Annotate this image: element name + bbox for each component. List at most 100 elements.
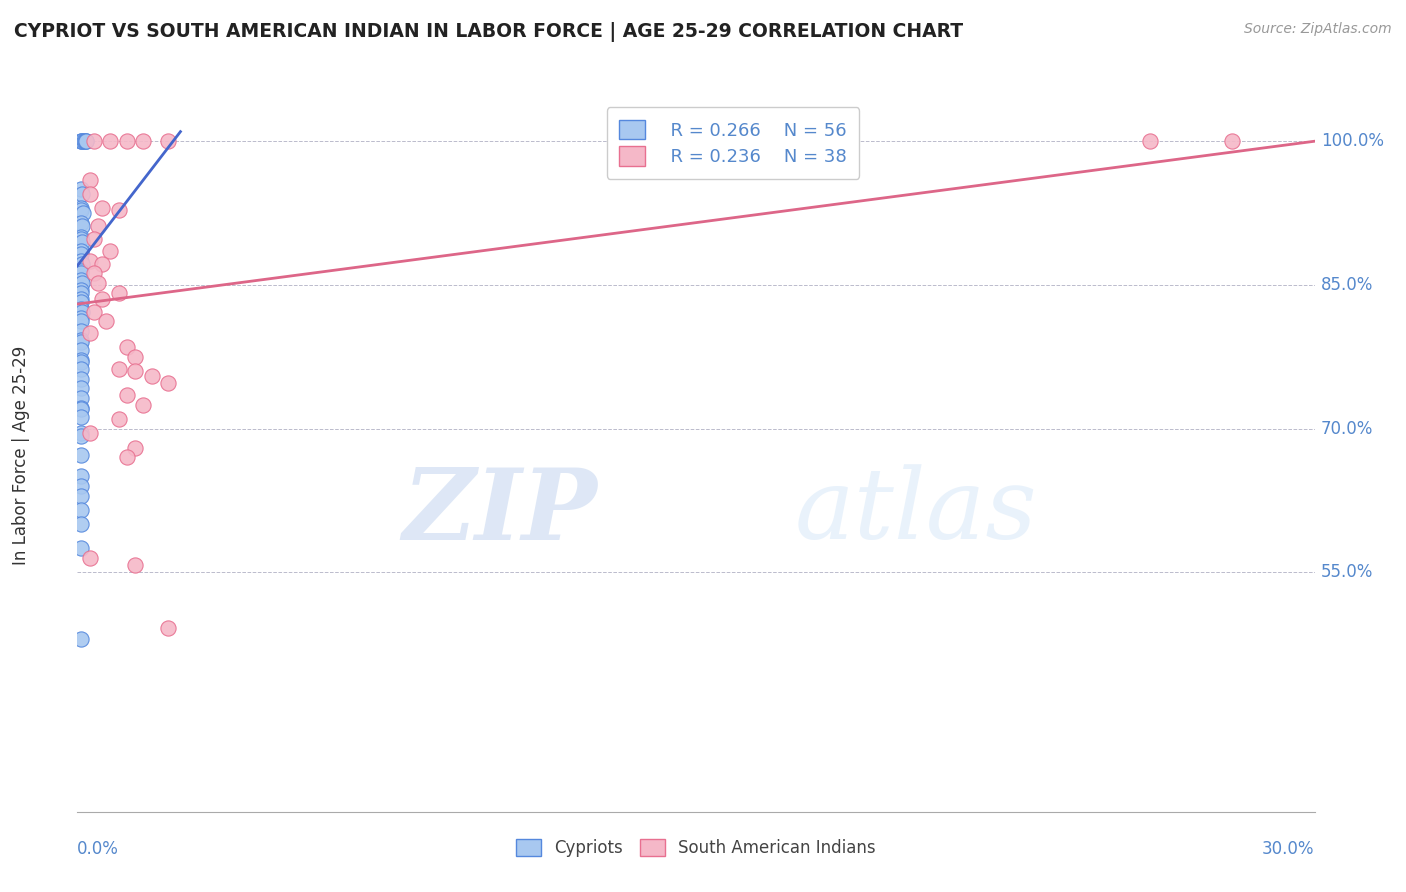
Point <box>70 314 93 328</box>
Point <box>70 402 93 417</box>
Point <box>87 276 110 290</box>
Point <box>72 134 94 148</box>
Point <box>70 429 93 443</box>
Point <box>70 324 93 338</box>
Point <box>157 376 180 390</box>
Point <box>70 257 93 271</box>
Point <box>124 350 146 364</box>
Point <box>69 503 91 517</box>
Point <box>72 304 94 318</box>
Point <box>75 134 97 148</box>
Point <box>69 632 91 647</box>
Point <box>70 216 93 230</box>
Point <box>115 134 138 148</box>
Point <box>115 450 138 465</box>
Point <box>75 134 97 148</box>
Point <box>79 550 101 565</box>
Point <box>72 235 94 249</box>
Point <box>69 295 91 310</box>
Point <box>69 401 91 415</box>
Point <box>69 311 91 326</box>
Text: ZIP: ZIP <box>402 464 598 560</box>
Point <box>72 206 94 220</box>
Point <box>70 335 93 350</box>
Point <box>69 134 91 148</box>
Point <box>70 276 93 290</box>
Point <box>83 134 105 148</box>
Point <box>70 449 93 463</box>
Point <box>96 314 118 328</box>
Point <box>70 267 93 281</box>
Point <box>72 186 94 201</box>
Point <box>73 134 96 148</box>
Point <box>70 517 93 532</box>
Point <box>107 285 129 300</box>
Point <box>83 232 105 246</box>
Text: 0.0%: 0.0% <box>77 840 120 858</box>
Point <box>69 372 91 386</box>
Point <box>1139 134 1161 148</box>
Point <box>70 273 93 287</box>
Text: 85.0%: 85.0% <box>1320 276 1374 293</box>
Point <box>70 479 93 493</box>
Point <box>70 203 93 218</box>
Point <box>107 362 129 376</box>
Point <box>91 293 114 307</box>
Text: Source: ZipAtlas.com: Source: ZipAtlas.com <box>1244 22 1392 37</box>
Point <box>70 381 93 395</box>
Point <box>87 219 110 233</box>
Point <box>69 283 91 297</box>
Point <box>69 334 91 348</box>
Point <box>157 621 180 635</box>
Legend: Cypriots, South American Indians: Cypriots, South American Indians <box>509 832 883 864</box>
Point <box>107 203 129 218</box>
Point <box>124 364 146 378</box>
Point <box>91 257 114 271</box>
Point <box>98 244 121 259</box>
Point <box>79 172 101 186</box>
Point <box>70 293 93 307</box>
Point <box>69 352 91 367</box>
Point <box>70 285 93 300</box>
Text: atlas: atlas <box>794 465 1038 559</box>
Point <box>115 340 138 354</box>
Text: CYPRIOT VS SOUTH AMERICAN INDIAN IN LABOR FORCE | AGE 25-29 CORRELATION CHART: CYPRIOT VS SOUTH AMERICAN INDIAN IN LABO… <box>14 22 963 42</box>
Point <box>132 134 155 148</box>
Point <box>79 326 101 340</box>
Point <box>70 247 93 261</box>
Text: In Labor Force | Age 25-29: In Labor Force | Age 25-29 <box>13 345 31 565</box>
Point <box>124 558 146 572</box>
Point <box>70 391 93 405</box>
Point <box>98 134 121 148</box>
Point <box>70 343 93 357</box>
Point <box>70 254 93 268</box>
Point <box>69 244 91 259</box>
Point <box>70 541 93 556</box>
Point <box>157 134 180 148</box>
Point <box>107 412 129 426</box>
Text: 70.0%: 70.0% <box>1320 419 1374 438</box>
Point <box>69 230 91 244</box>
Point <box>79 254 101 268</box>
Point <box>132 398 155 412</box>
Point <box>70 134 93 148</box>
Point <box>83 304 105 318</box>
Point <box>115 388 138 402</box>
Point <box>70 410 93 425</box>
Point <box>91 201 114 215</box>
Point <box>70 182 93 196</box>
Text: 55.0%: 55.0% <box>1320 563 1374 582</box>
Point <box>70 301 93 316</box>
Point <box>70 219 93 233</box>
Point <box>79 426 101 441</box>
Point <box>124 441 146 455</box>
Point <box>141 368 163 383</box>
Point <box>70 354 93 368</box>
Point <box>70 489 93 503</box>
Point <box>69 469 91 483</box>
Point <box>72 134 94 148</box>
Point <box>1220 134 1243 148</box>
Point <box>69 201 91 215</box>
Point <box>69 426 91 441</box>
Point <box>69 263 91 277</box>
